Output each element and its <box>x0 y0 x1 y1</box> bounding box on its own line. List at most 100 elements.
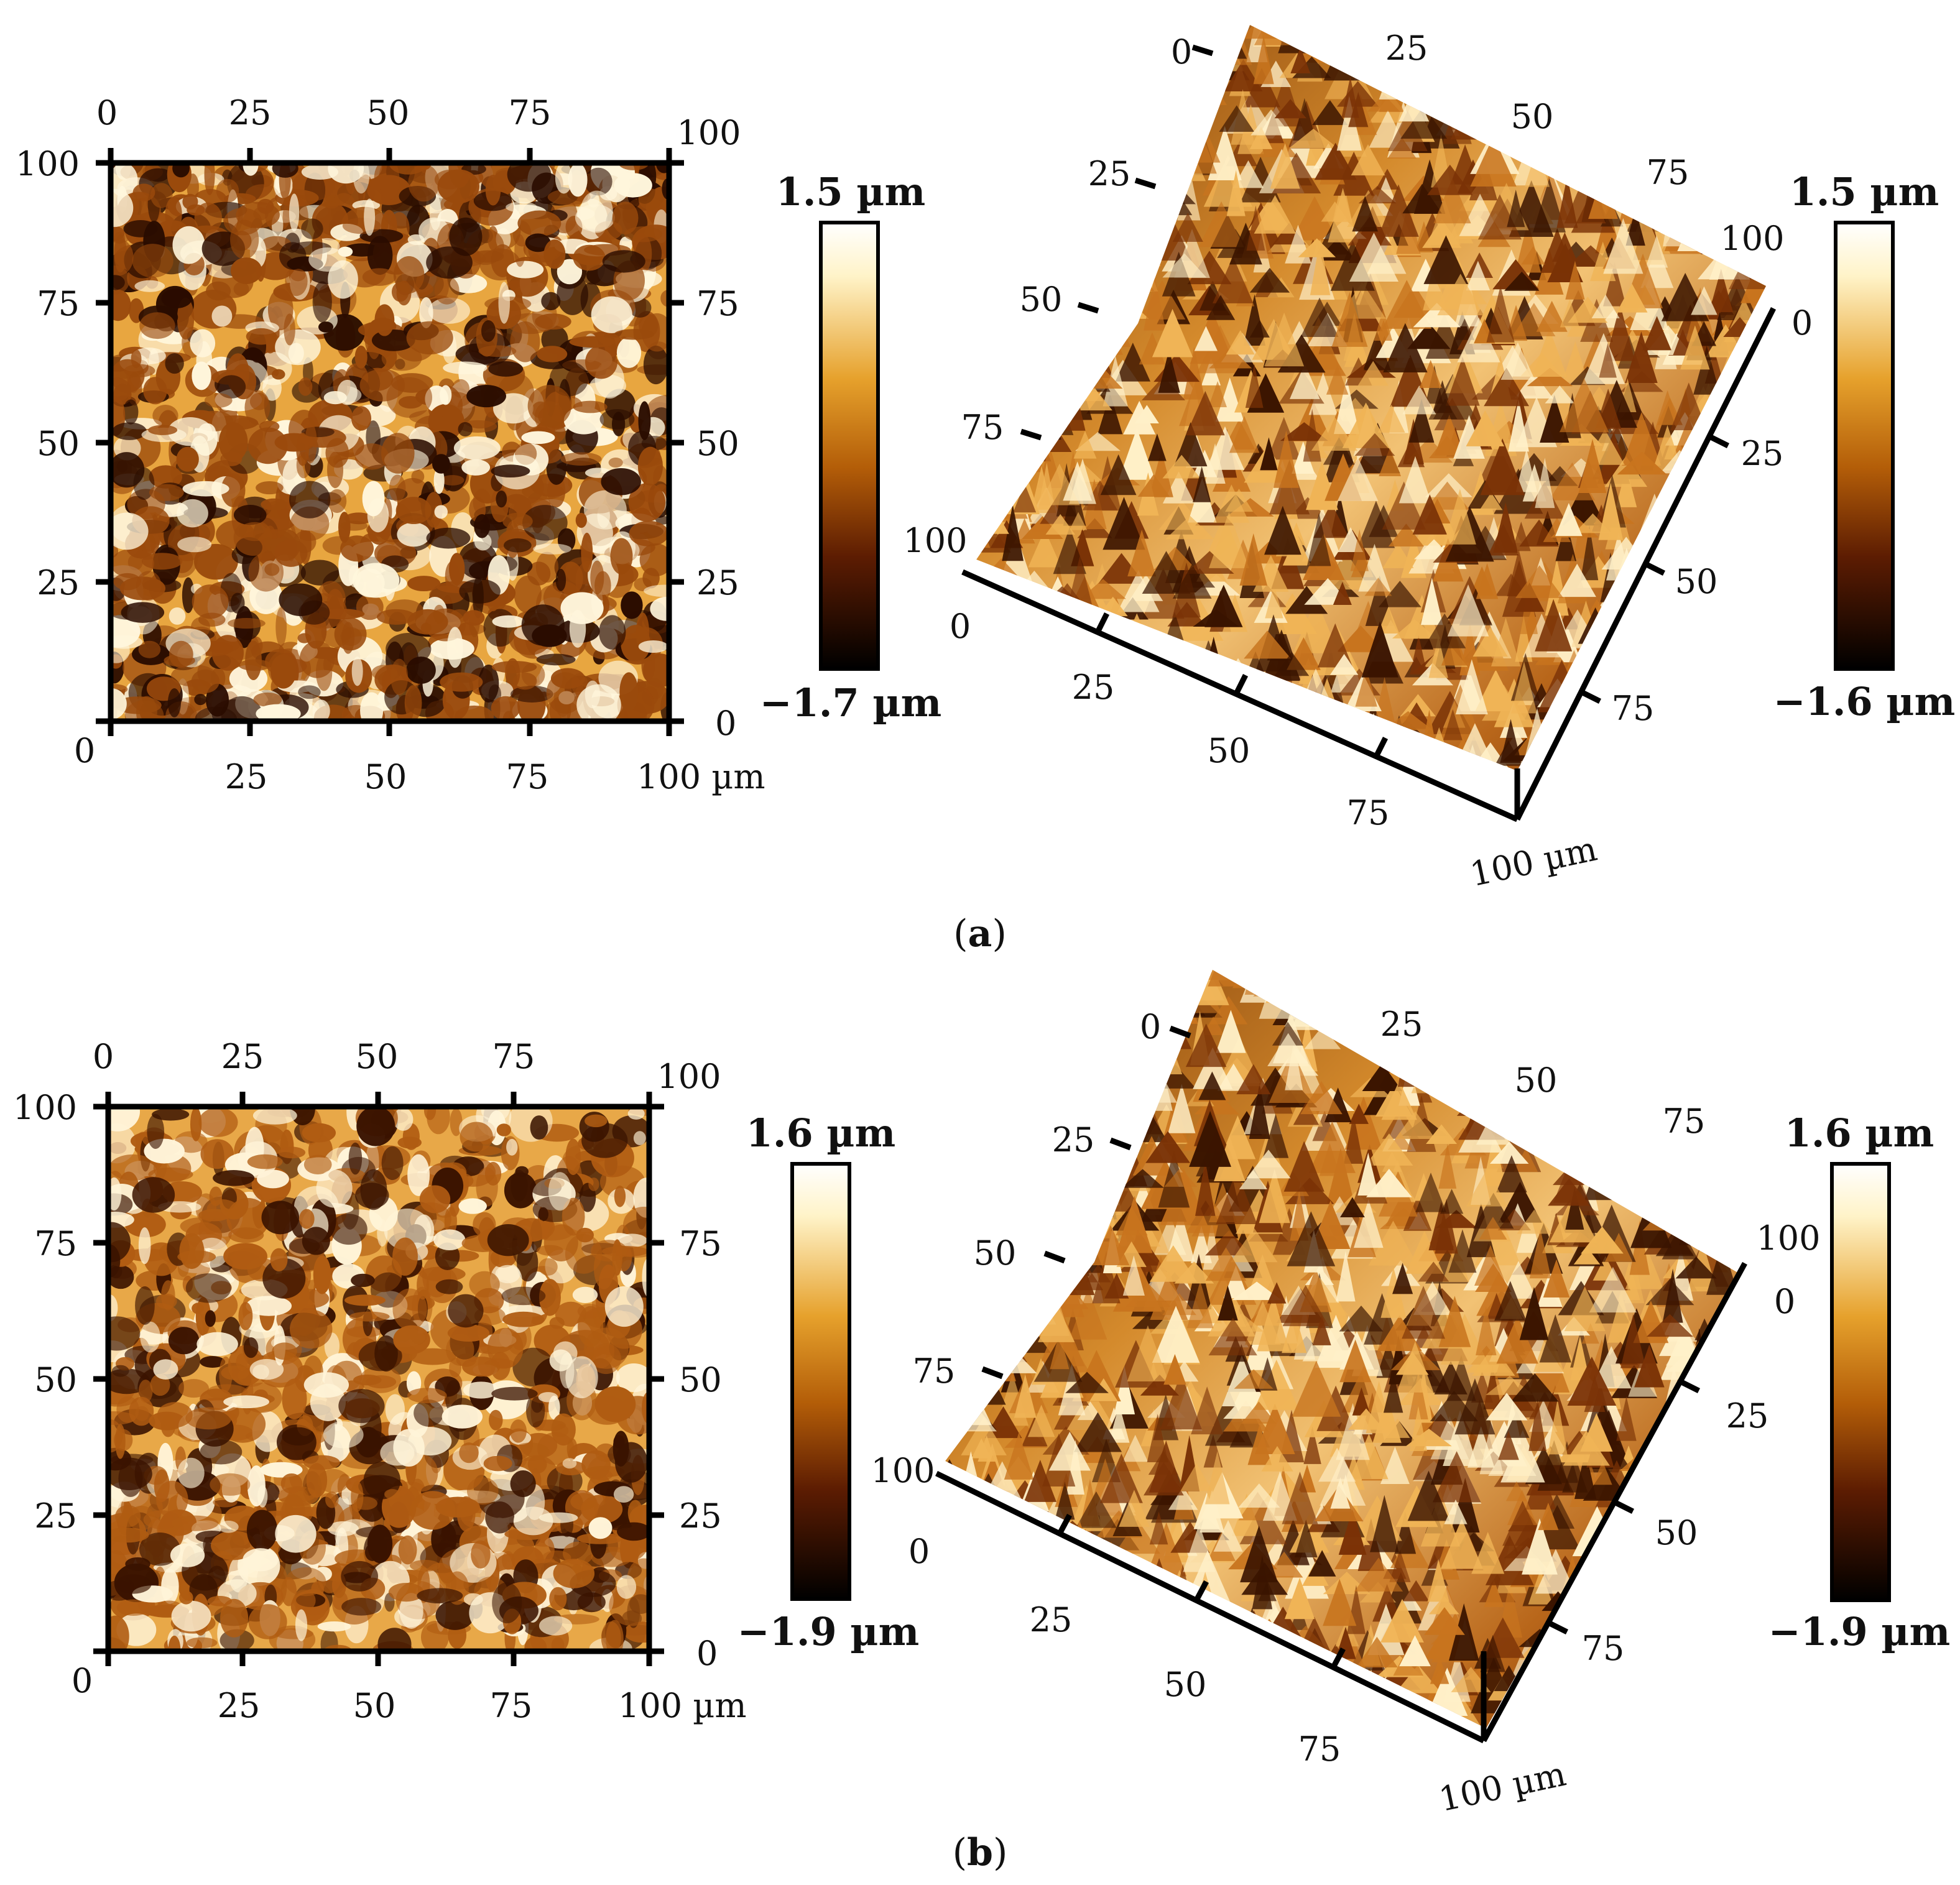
surface-peak <box>1030 25 1074 40</box>
surface-peak <box>1253 35 1274 85</box>
surface-peak <box>1701 1699 1729 1726</box>
surface-feature <box>289 193 300 232</box>
surface-feature <box>298 685 321 699</box>
surface-feature <box>210 1473 251 1496</box>
surface-peak <box>1516 995 1550 1036</box>
surface-feature <box>340 535 374 562</box>
surface-feature <box>148 425 178 435</box>
bottom-origin-label: 0 <box>74 731 95 770</box>
surface-feature <box>312 281 332 323</box>
surface-feature <box>131 349 142 369</box>
surface-peak <box>945 1047 964 1077</box>
surface-peak <box>1619 185 1639 224</box>
surface-peak <box>1025 1530 1055 1565</box>
surface-peak <box>1209 995 1248 1025</box>
surface-feature <box>386 632 432 665</box>
surface-peak <box>1716 100 1754 127</box>
surface-feature <box>112 422 147 440</box>
surface-peak <box>1008 1191 1043 1217</box>
surface-peak <box>1568 147 1594 167</box>
surface-peak <box>1422 69 1448 92</box>
surface-feature <box>328 163 364 184</box>
surface-feature <box>179 1233 205 1270</box>
height-map-2d-a: 0 25 50 75 100 100 75 50 25 75 50 25 0 0… <box>16 93 765 796</box>
surface-feature <box>501 1286 546 1306</box>
surface-peak <box>1536 300 1568 332</box>
surface-peak <box>1079 579 1126 599</box>
top-tick-label: 25 <box>221 1037 264 1076</box>
surface-peak <box>1640 970 1678 995</box>
surface-feature <box>206 281 231 301</box>
surface-feature <box>157 1402 193 1428</box>
surface-peak <box>1599 1031 1634 1054</box>
surface-peak <box>1548 76 1588 113</box>
surface-peak <box>1176 1706 1214 1728</box>
surface-peak <box>1018 77 1039 103</box>
colorbar-left-a: 1.5 µm −1.7 µm <box>760 169 941 726</box>
surface-peak <box>1092 1439 1121 1483</box>
surface-feature <box>111 377 131 402</box>
surface-feature <box>323 1421 364 1449</box>
surface-peak <box>1337 457 1379 501</box>
surface-peak <box>1665 25 1711 69</box>
surface-peak <box>1310 239 1331 295</box>
surface-peak <box>1083 741 1102 771</box>
surface-peak <box>1117 25 1154 67</box>
surface-feature <box>417 1588 463 1604</box>
surface-peak <box>1716 1130 1741 1187</box>
surface-peak <box>1484 1580 1504 1607</box>
surface-peak <box>1620 729 1658 771</box>
surface-peak <box>1243 68 1280 108</box>
surface-feature <box>303 1455 340 1470</box>
surface-peak <box>1000 85 1029 123</box>
surface-peak <box>1050 1546 1071 1567</box>
surface-peak <box>1232 160 1264 188</box>
surface-peak <box>1567 1025 1599 1081</box>
surface-feature <box>320 1629 338 1651</box>
surface-peak <box>1068 265 1086 305</box>
left-tick-label: 100 <box>13 1088 77 1127</box>
surface-peak <box>1466 260 1491 291</box>
surface-peak <box>1565 1687 1610 1728</box>
surface-peak <box>1138 692 1158 723</box>
surface-feature <box>474 514 490 538</box>
surface-peak <box>976 67 993 91</box>
surface-feature <box>274 539 308 567</box>
surface-peak <box>1727 595 1766 635</box>
surface-peak <box>964 1155 1000 1205</box>
surface-peak <box>1344 1113 1364 1164</box>
surface-peak <box>1374 309 1393 341</box>
surface-peak <box>1558 563 1596 597</box>
surface-feature <box>621 625 651 663</box>
surface-feature <box>608 458 623 468</box>
surface-peak <box>1139 139 1168 177</box>
surface-feature <box>257 1485 268 1508</box>
surface-feature <box>440 475 465 486</box>
surface-peak <box>1454 1022 1498 1053</box>
surface-peak <box>1638 1663 1666 1711</box>
surface-feature <box>257 1169 289 1189</box>
surface-peak <box>1118 428 1155 480</box>
surface-peak <box>1067 1065 1095 1118</box>
surface-peak <box>1025 30 1073 85</box>
surface-peak <box>1243 1658 1277 1697</box>
surface-feature <box>414 1399 444 1427</box>
surface-feature <box>300 560 340 586</box>
surface-peak <box>1127 134 1165 187</box>
surface-peak <box>1036 1240 1074 1292</box>
surface-peak <box>1680 325 1710 370</box>
surface-feature <box>466 385 506 408</box>
surface-feature <box>531 1396 543 1413</box>
surface-feature <box>548 1172 571 1211</box>
surface-peak <box>1507 189 1525 228</box>
surface-peak <box>1739 406 1766 436</box>
surface-peak <box>1423 613 1466 648</box>
surface-peak <box>1032 80 1069 114</box>
surface-peak <box>1727 585 1764 642</box>
surface-peak <box>1671 1481 1714 1516</box>
surface-peak <box>1489 1141 1529 1164</box>
surface-feature <box>507 260 544 279</box>
surface-feature <box>534 1536 555 1564</box>
surface-peak <box>1616 626 1660 657</box>
surface-peak <box>1711 93 1754 141</box>
